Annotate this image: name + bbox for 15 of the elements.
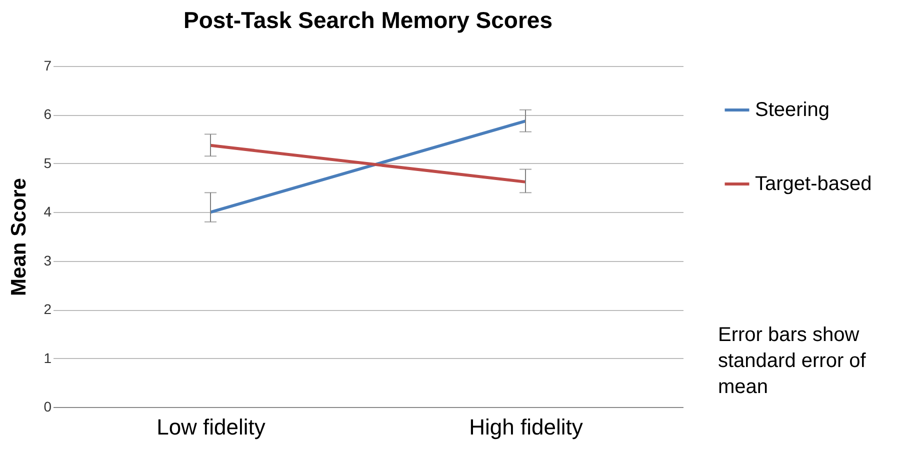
legend-label: Target-based bbox=[755, 173, 872, 195]
y-tick-label: 5 bbox=[44, 154, 52, 171]
x-tick-label: High fidelity bbox=[469, 414, 583, 440]
y-tick-label: 0 bbox=[44, 398, 52, 414]
y-tick-label: 3 bbox=[44, 252, 52, 268]
y-tick-label: 7 bbox=[44, 58, 52, 74]
y-tick-label: 4 bbox=[44, 204, 52, 220]
chart-title: Post-Task Search Memory Scores bbox=[183, 7, 553, 33]
legend-label: Steering bbox=[755, 99, 830, 121]
y-tick-label: 6 bbox=[44, 106, 52, 122]
y-tick-label: 2 bbox=[44, 301, 52, 318]
text: Error bars show standard error of mean bbox=[718, 323, 867, 400]
y-tick-label: 1 bbox=[44, 350, 52, 366]
x-tick-label: Low fidelity bbox=[156, 414, 266, 440]
y-axis-title: Mean Score bbox=[8, 178, 31, 296]
